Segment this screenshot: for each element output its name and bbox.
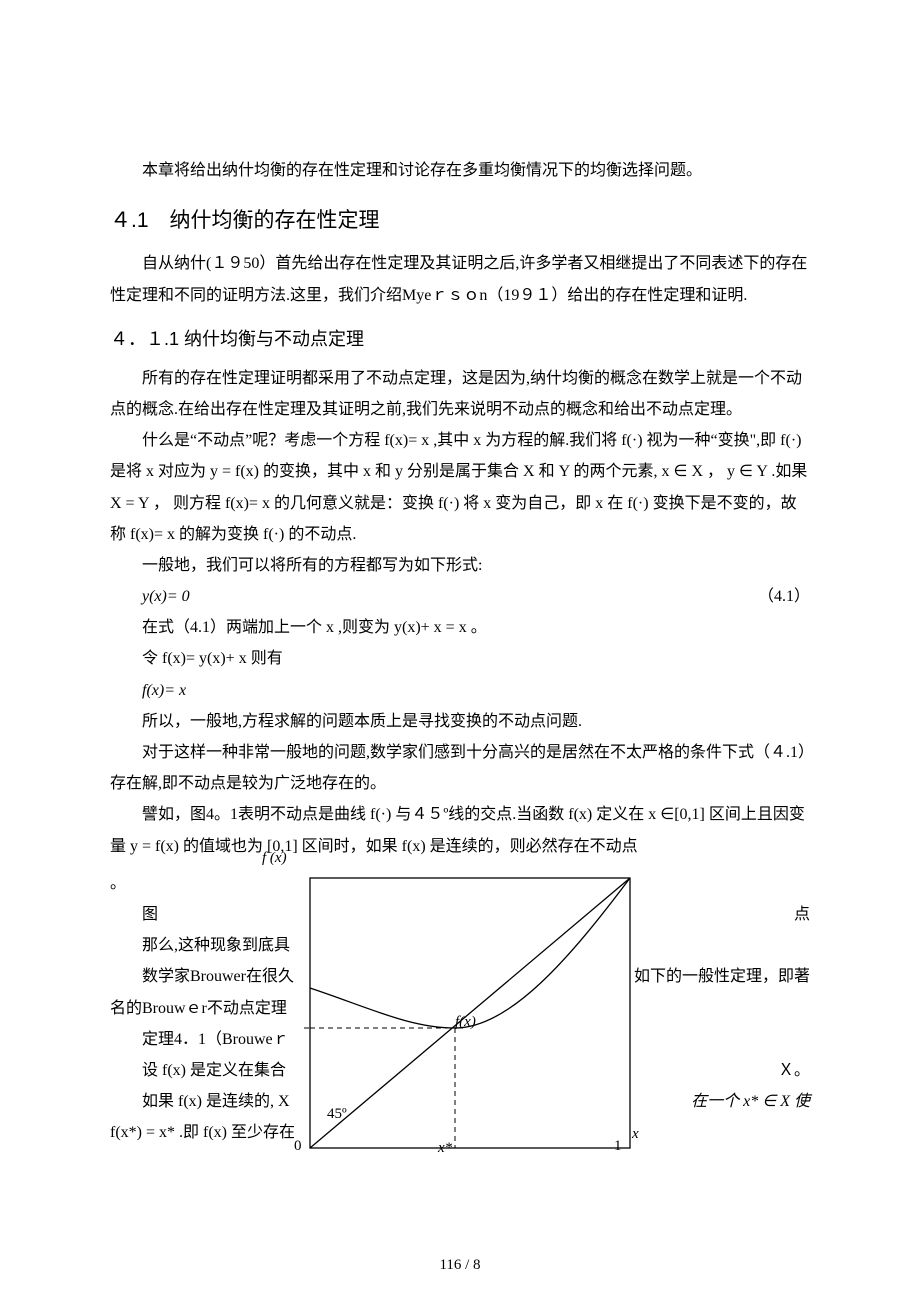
equation-number-4-1: （4.1） <box>758 582 810 606</box>
equation-4-1: y(x)= 0 <box>110 581 190 612</box>
label-one: 1 <box>614 1138 622 1155</box>
equation-fx-x: f(x)= x <box>110 675 810 706</box>
label-xstar: x* <box>438 1140 452 1157</box>
heading-4-1: ４.1 纳什均衡的存在性定理 <box>110 204 810 234</box>
paragraph-9: 譬如，图4。1表明不动点是曲线 f(·) 与４５º线的交点.当函数 f(x) 定… <box>110 799 810 861</box>
label-x-axis: x <box>632 1126 639 1143</box>
intro-paragraph: 本章将给出纳什均衡的存在性定理和讨论存在多重均衡情况下的均衡选择问题。 <box>110 156 810 186</box>
paragraph-4: 一般地，我们可以将所有的方程都写为如下形式: <box>110 550 810 581</box>
label-fx-axis: f (x) <box>262 850 287 867</box>
paragraph-11a: 图 <box>142 906 158 923</box>
paragraph-8: 对于这样一种非常一般地的问题,数学家们感到十分高兴的是居然在不太严格的条件下式（… <box>110 737 810 799</box>
paragraph-3: 什么是“不动点”呢？考虑一个方程 f(x)= x ,其中 x 为方程的解.我们将… <box>110 425 810 550</box>
paragraph-7: 所以，一般地,方程求解的问题本质上是寻找变换的不动点问题. <box>110 706 810 737</box>
paragraph-2: 所有的存在性定理证明都采用了不动点定理，这是因为,纳什均衡的概念在数学上就是一个… <box>110 363 810 425</box>
paragraph-16b: Ｘ。 <box>746 1055 810 1086</box>
label-45deg: 45º <box>327 1106 347 1123</box>
heading-4-1-1: ４．１.1 纳什均衡与不动点定理 <box>110 325 810 351</box>
paragraph-17a: 如果 f(x) 是连续的, X <box>142 1093 290 1110</box>
figure-4-1-region: 。 图 点 那么,这种现象到底具 数学家Brouwer在很久 如下的一般性定理，… <box>110 868 810 1188</box>
paragraph-6: 令 f(x)= y(x)+ x 则有 <box>110 643 810 674</box>
paragraph-11b: 点 <box>762 899 810 930</box>
paragraph-1: 自从纳什(１９50）首先给出存在性定理及其证明之后,许多学者又相继提出了不同表述… <box>110 248 810 310</box>
paragraph-17b: 在一个 x* ∈ X 使 <box>659 1086 810 1117</box>
paragraph-5: 在式（4.1）两端加上一个 x ,则变为 y(x)+ x = x 。 <box>110 612 810 643</box>
label-origin-0: 0 <box>294 1138 302 1155</box>
paragraph-13a: 数学家Brouwer在很久 <box>142 968 294 985</box>
figure-svg <box>300 868 640 1158</box>
page-footer: 116 / 8 <box>0 1257 920 1274</box>
paragraph-18: f(x*) = x* .即 f(x) 至少存在 <box>110 1124 295 1141</box>
figure-4-1: f (x) f(x) 45º 0 x* 1 x <box>300 868 640 1163</box>
label-fx-curve: f(x) <box>455 1014 476 1031</box>
paragraph-16a: 设 f(x) 是定义在集合 <box>142 1062 286 1079</box>
